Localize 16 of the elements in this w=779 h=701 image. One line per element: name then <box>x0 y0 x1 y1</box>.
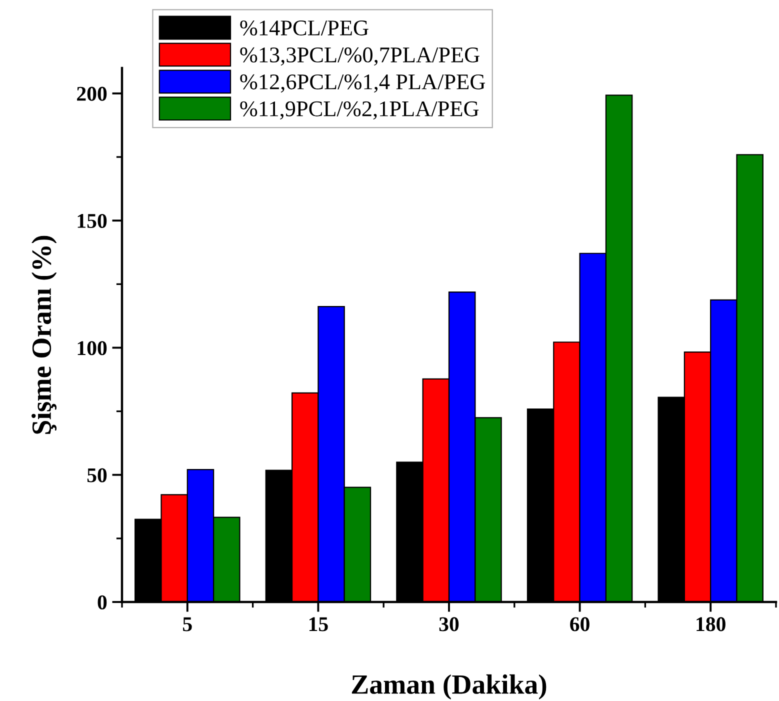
x-tick-label: 5 <box>183 617 192 632</box>
y-axis-title: Şişme Oranı (%) <box>32 236 57 434</box>
legend-label: %11,9PCL/%2,1PLA/PEG <box>240 101 479 120</box>
x-axis-title: Zaman (Dakika) <box>352 674 546 700</box>
y-tick-label: 150 <box>78 214 107 228</box>
x-tick-label: 30 <box>439 617 459 632</box>
legend-label: %13,3PCL/%0,7PLA/PEG <box>240 47 480 66</box>
x-tick-label: 15 <box>309 617 328 632</box>
y-tick-label: 100 <box>78 341 107 356</box>
y-tick-label: 50 <box>87 468 107 482</box>
y-tick-label: 0 <box>98 595 107 610</box>
y-tick-label: 200 <box>77 86 107 101</box>
x-tick-label: 180 <box>696 617 726 632</box>
x-tick-label: 60 <box>570 617 590 632</box>
legend-label: %14PCL/PEG <box>240 20 368 36</box>
legend-label: %12,6PCL/%1,4 PLA/PEG <box>240 74 486 93</box>
